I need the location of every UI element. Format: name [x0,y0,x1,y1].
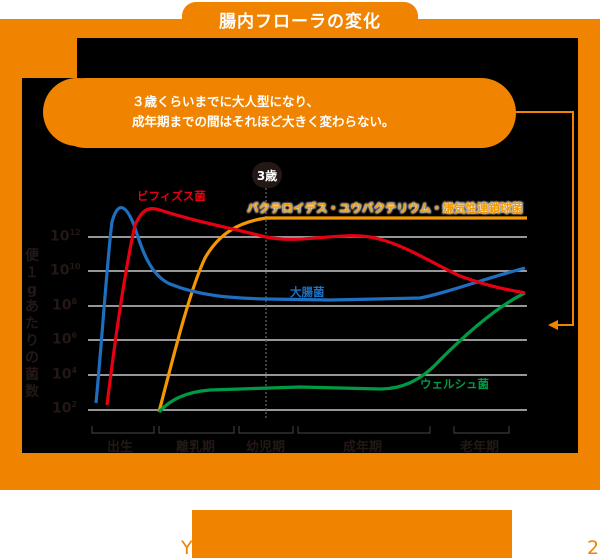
y-tick-label: 106 [52,331,78,348]
y-title-char: り [25,333,39,349]
y-title-char: た [25,316,39,332]
y-title-char: 菌 [25,367,39,383]
bottom-text-left: Y [181,537,193,559]
y-tick-label: 104 [52,366,78,383]
y-title-char: １ [25,265,39,281]
callout-line-2: 成年期までの間はそれほど大きく変わらない。 [132,114,395,129]
y-title-char: の [25,350,39,366]
y-tick-label: 1012 [50,228,81,245]
callout-bubble [51,78,516,148]
y-axis-title: 便 １ g あ た り の 菌 数 [23,248,41,401]
period-elderly: 老年期 [460,440,500,455]
series-bifidus [105,206,526,406]
y-tick-label: 102 [52,400,78,417]
label-bacteroides: バクテロイデス・ユウバクテリウム・嫌気性連鎖球菌 [247,201,523,215]
period-infancy: 幼児期 [246,440,286,455]
bottom-text-right: 2 [587,537,600,559]
y-title-char: 数 [25,384,39,400]
period-birth: 出生 [107,440,134,455]
bottom-banner [192,510,512,558]
series-bacteroides [157,216,527,413]
y-title-char: あ [25,299,39,315]
arrow-left-icon [548,320,558,330]
age-marker-badge: 3歳 [252,162,282,188]
title-tab: 腸内フローラの変化 [182,2,418,42]
label-welch: ウェルシュ菌 [420,377,489,391]
y-tick-label: 108 [52,297,78,314]
label-bifidus: ビフィズス菌 [137,189,206,203]
label-ecoli: 大腸菌 [290,285,325,299]
period-weaning: 離乳期 [176,440,216,455]
y-title-char: 便 [25,248,39,264]
y-title-char: g [26,282,38,298]
period-brackets [91,426,510,434]
callout-line-1: ３歳くらいまでに大人型になり、 [132,94,320,109]
period-adulthood: 成年期 [343,440,383,455]
y-tick-label: 1010 [50,262,81,279]
page-title: 腸内フローラの変化 [219,11,381,32]
series-ecoli [94,206,526,404]
series-welch [157,291,526,414]
callout-text: ３歳くらいまでに大人型になり、 成年期までの間はそれほど大きく変わらない。 [132,92,395,132]
callout-connector [516,111,574,326]
